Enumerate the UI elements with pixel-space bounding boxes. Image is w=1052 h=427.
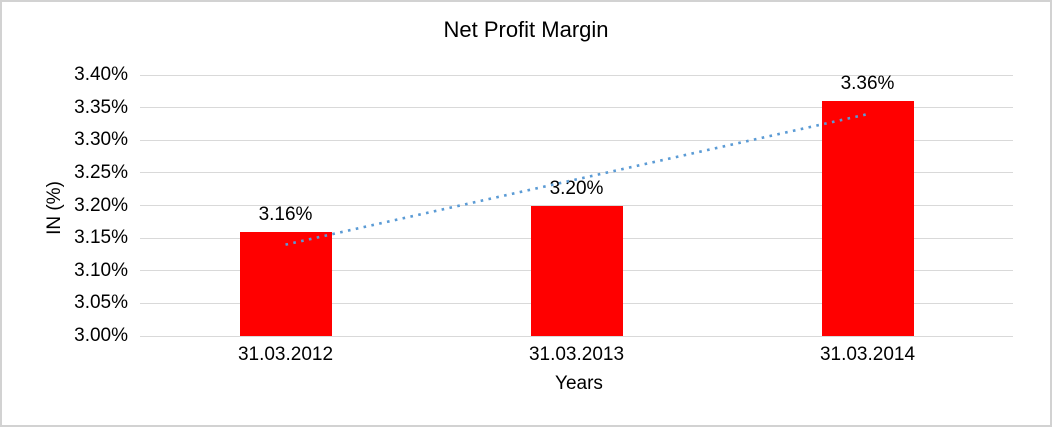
y-tick-label: 3.00% [74, 325, 128, 346]
x-tick-label: 31.03.2014 [819, 344, 916, 365]
y-tick-label: 3.40% [74, 64, 128, 85]
bar [239, 231, 332, 336]
gridline [140, 107, 1013, 109]
bar-value-label: 3.16% [258, 203, 313, 225]
chart-title: Net Profit Margin [443, 17, 609, 42]
bar-value-label: 3.20% [549, 177, 604, 199]
y-tick-label: 3.30% [74, 129, 128, 151]
gridline [140, 74, 1013, 76]
y-tick-label: 3.35% [74, 96, 128, 118]
gridline [140, 172, 1013, 174]
x-axis-title: Years [555, 373, 603, 394]
y-tick-label: 3.05% [74, 292, 128, 314]
y-tick-label: 3.15% [74, 227, 128, 249]
trendline-path [285, 112, 868, 246]
bar [821, 101, 914, 336]
x-tick-label: 31.03.2012 [237, 344, 334, 365]
y-tick-label: 3.20% [74, 194, 128, 216]
y-tick-label: 3.10% [74, 259, 128, 281]
bar [530, 205, 623, 336]
bar-value-label: 3.36% [840, 73, 895, 95]
gridline [140, 139, 1013, 141]
x-tick-label: 31.03.2013 [528, 344, 625, 365]
trendline [285, 112, 868, 246]
y-tick-label: 3.25% [74, 161, 128, 183]
gridline [140, 335, 1013, 337]
